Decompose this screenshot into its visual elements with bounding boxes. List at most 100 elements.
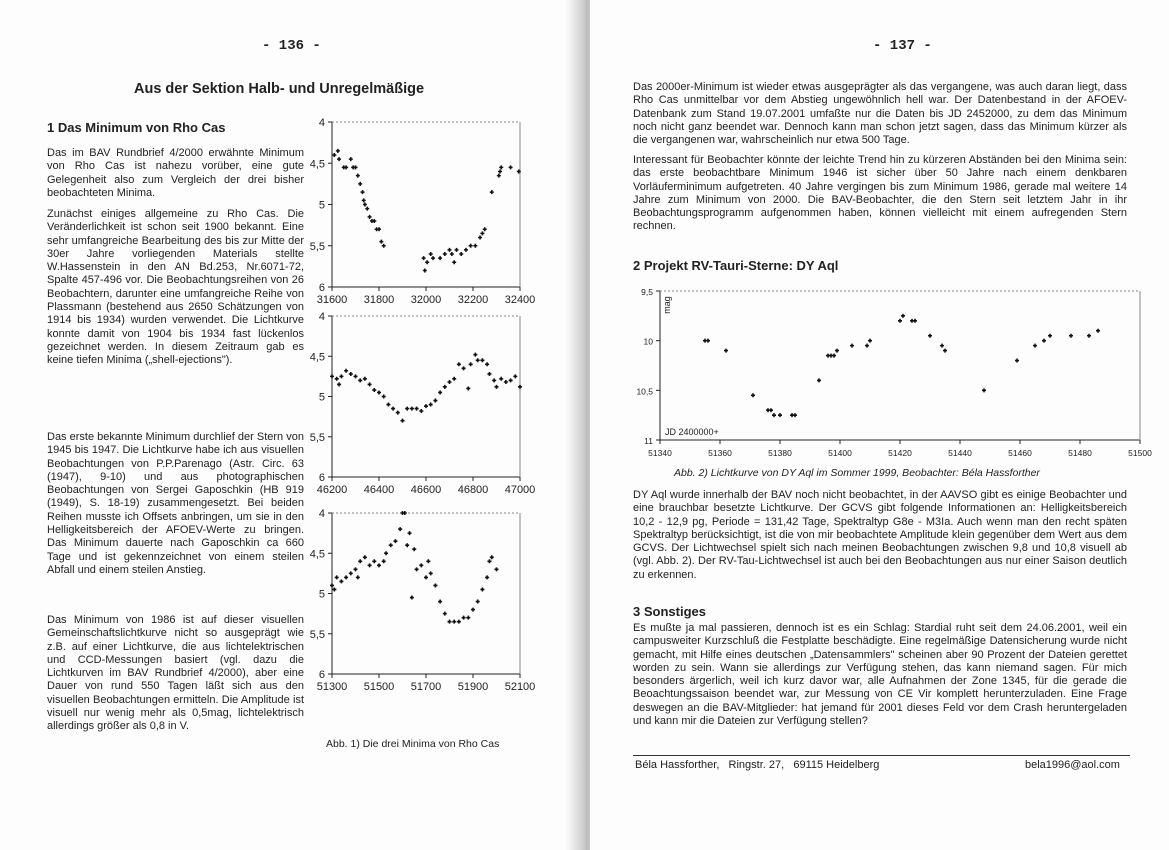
y-tick-label: 5,5 xyxy=(310,629,325,641)
chart-rho-cas-1986: 46200 46400 46600 46800 47000 4 4,5 5 5,5 6 xyxy=(310,311,536,496)
footer-divider xyxy=(633,755,1130,756)
data-point xyxy=(850,343,854,348)
data-point xyxy=(454,247,459,252)
data-point xyxy=(475,599,480,604)
data-point xyxy=(518,384,522,389)
data-point xyxy=(330,583,334,588)
data-point xyxy=(449,252,454,256)
paragraph: Interessant für Beobachter könnte der le… xyxy=(633,154,1127,233)
y-tick-label: 5 xyxy=(319,200,325,212)
data-point xyxy=(361,198,366,203)
data-point xyxy=(452,376,457,381)
paragraph: DY Aql wurde innerhalb der BAV noch nich… xyxy=(633,489,1127,581)
data-point xyxy=(982,388,986,393)
x-tick-label: 51420 xyxy=(888,448,912,458)
data-point xyxy=(485,575,490,580)
data-point xyxy=(372,559,377,564)
x-tick-label: 51480 xyxy=(1068,448,1092,458)
y-tick-label: 10,5 xyxy=(636,386,653,396)
data-point xyxy=(409,406,414,411)
data-point xyxy=(400,418,405,423)
data-point xyxy=(381,243,386,248)
data-point xyxy=(381,559,386,564)
data-point xyxy=(508,165,513,170)
page-number-left: - 136 - xyxy=(262,38,321,54)
data-point xyxy=(438,256,443,261)
data-point xyxy=(456,362,461,367)
paragraph: Das erste bekannte Minimum durchlief der… xyxy=(47,431,304,576)
y-tick-label: 5 xyxy=(319,392,325,404)
y-tick-label: 6 xyxy=(319,282,325,294)
data-point xyxy=(442,384,447,389)
data-point xyxy=(426,559,431,564)
paragraph: Das im BAV Rundbrief 4/2000 erwähnte Min… xyxy=(47,147,304,199)
data-point xyxy=(379,239,384,244)
data-point xyxy=(428,571,433,576)
data-point xyxy=(335,148,340,153)
data-point xyxy=(487,559,492,564)
data-point xyxy=(348,157,353,162)
y-tick-label: 10 xyxy=(644,337,654,347)
data-point xyxy=(381,394,386,399)
paragraph: Zunächst einiges allgemeine zu Rho Cas. … xyxy=(47,208,304,367)
x-tick-label: 51400 xyxy=(828,448,852,458)
data-point xyxy=(405,543,410,548)
paragraph: Das 2000er-Minimum ist wieder etwas ausg… xyxy=(633,81,1127,147)
data-point xyxy=(461,615,466,620)
data-point xyxy=(508,378,513,383)
x-tick-label: 51380 xyxy=(768,448,792,458)
data-point xyxy=(414,406,419,411)
section-heading-2: 2 Projekt RV-Tauri-Sterne: DY Aql xyxy=(633,258,839,273)
data-point xyxy=(337,157,342,162)
data-point xyxy=(463,247,468,252)
data-point xyxy=(1048,333,1052,338)
x-tick-label: 46200 xyxy=(317,484,348,496)
data-point xyxy=(421,256,426,261)
data-point xyxy=(334,376,339,381)
x-tick-label: 51700 xyxy=(411,681,442,693)
x-tick-label: 32200 xyxy=(458,294,489,306)
data-point xyxy=(412,547,417,552)
data-point xyxy=(409,595,414,600)
page-number-right: - 137 - xyxy=(873,38,932,54)
y-tick-label: 4 xyxy=(319,508,325,520)
data-point xyxy=(433,398,438,403)
data-point xyxy=(832,353,836,358)
data-point xyxy=(471,607,475,612)
data-point xyxy=(494,567,499,572)
data-point xyxy=(1042,338,1046,343)
data-point xyxy=(461,366,466,371)
data-point xyxy=(388,543,393,548)
data-point xyxy=(334,575,339,580)
data-point xyxy=(358,378,363,383)
data-point xyxy=(355,173,360,178)
data-point xyxy=(393,539,398,544)
data-point xyxy=(468,243,473,248)
data-point xyxy=(478,235,483,240)
data-point xyxy=(901,313,905,318)
data-point xyxy=(398,527,403,532)
x-tick-label: 32400 xyxy=(505,294,536,306)
x-tick-label: 46600 xyxy=(411,484,442,496)
data-point xyxy=(724,348,728,353)
data-point xyxy=(459,252,464,256)
paragraph: Das Minimum von 1986 ist auf dieser visu… xyxy=(47,614,304,733)
data-point xyxy=(494,384,499,389)
data-point xyxy=(402,511,407,515)
data-point xyxy=(330,374,334,379)
data-point xyxy=(360,190,365,195)
left-page: - 136 - Aus der Sektion Halb- und Unrege… xyxy=(0,0,580,850)
y-tick-label: 4,5 xyxy=(310,158,325,170)
data-point xyxy=(466,615,471,620)
data-point xyxy=(442,611,447,616)
data-point xyxy=(447,619,452,624)
data-point xyxy=(1096,328,1100,333)
x-tick-label: 51360 xyxy=(708,448,732,458)
data-point xyxy=(353,374,358,379)
data-point xyxy=(358,181,363,186)
data-point xyxy=(431,256,436,261)
x-tick-label: 31800 xyxy=(364,294,395,306)
data-point xyxy=(438,599,443,604)
data-point xyxy=(365,206,370,211)
chart-rho-cas-2000: 51300 51500 51700 51900 52100 4 4,5 5 5,5 6 xyxy=(310,508,536,693)
